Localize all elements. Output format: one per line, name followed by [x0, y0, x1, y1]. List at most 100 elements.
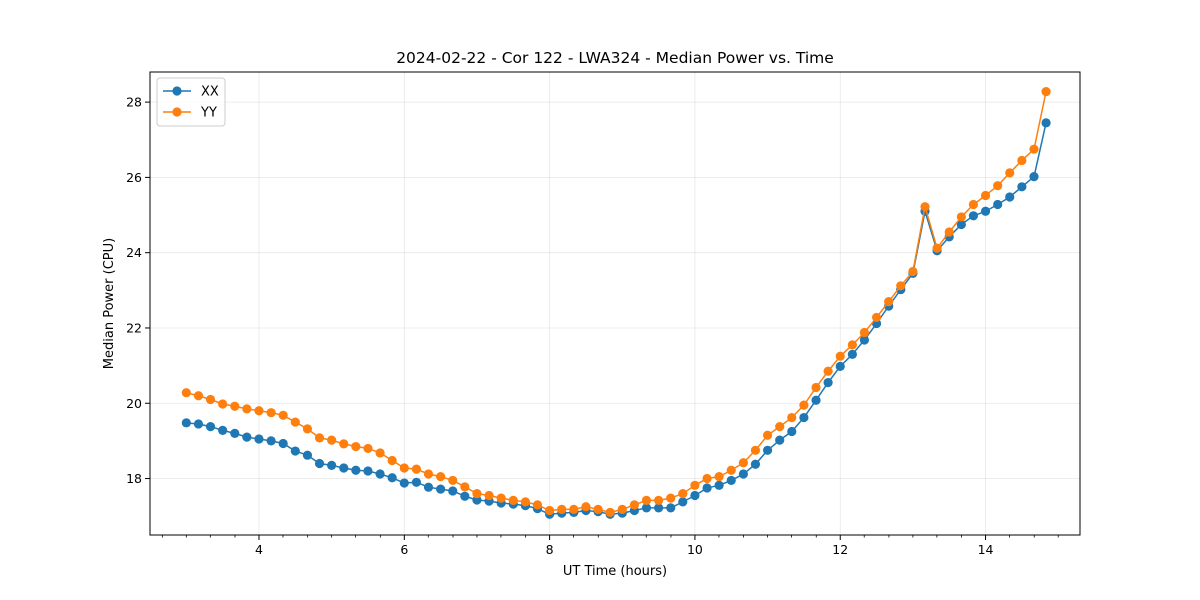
data-point-xx — [726, 475, 736, 486]
x-tick-label: 4 — [255, 542, 263, 557]
data-point-xx — [641, 503, 652, 513]
data-point-yy — [181, 388, 191, 398]
data-point-yy — [278, 410, 288, 420]
data-point-yy — [811, 382, 821, 393]
data-point-yy — [944, 227, 954, 237]
legend-label-xx: XX — [201, 85, 219, 100]
data-point-yy — [484, 490, 494, 501]
data-point-yy — [508, 495, 518, 505]
data-point-xx — [266, 436, 276, 446]
legend-swatch-marker — [172, 107, 182, 117]
data-point-yy — [532, 500, 543, 510]
data-point-xx — [702, 483, 712, 493]
data-point-xx — [302, 450, 313, 460]
x-tick-label: 6 — [400, 542, 408, 557]
data-point-yy — [351, 441, 361, 452]
data-point-yy — [835, 351, 845, 361]
data-point-xx — [653, 503, 664, 513]
data-point-xx — [762, 445, 773, 455]
data-point-xx — [859, 335, 870, 345]
data-point-yy — [653, 495, 664, 505]
data-point-xx — [205, 421, 216, 432]
data-point-yy — [496, 493, 506, 503]
data-point-yy — [690, 480, 700, 490]
data-point-xx — [835, 361, 845, 371]
data-point-yy — [714, 472, 724, 482]
chart-title: 2024-02-22 - Cor 122 - LWA324 - Median P… — [396, 49, 834, 67]
data-point-yy — [290, 417, 300, 427]
legend-swatch-marker — [172, 86, 182, 96]
y-tick-label: 24 — [126, 245, 142, 260]
data-point-yy — [738, 458, 748, 468]
data-point-yy — [871, 312, 882, 323]
legend-label-yy: YY — [200, 106, 217, 121]
grid — [150, 72, 1080, 535]
data-point-yy — [920, 202, 930, 212]
data-point-yy — [387, 455, 397, 466]
x-axis: 4 6 8 10 12 14 — [161, 535, 1059, 557]
x-tick-label: 8 — [546, 542, 554, 557]
data-point-yy — [932, 243, 942, 253]
data-point-xx — [314, 458, 325, 469]
data-point-xx — [327, 460, 337, 470]
data-point-xx — [787, 426, 797, 437]
data-point-yy — [218, 399, 228, 409]
data-point-xx — [980, 206, 991, 216]
data-point-xx — [448, 486, 458, 496]
data-point-yy — [896, 281, 906, 291]
data-point-yy — [423, 469, 434, 479]
data-point-xx — [399, 478, 409, 488]
data-point-xx — [1005, 192, 1015, 202]
data-point-yy — [436, 472, 446, 482]
x-tick-label: 10 — [687, 542, 703, 557]
data-point-xx — [278, 438, 288, 449]
data-point-yy — [993, 181, 1003, 191]
data-point-yy — [363, 443, 373, 454]
data-point-yy — [545, 505, 555, 516]
data-point-yy — [617, 504, 627, 515]
data-point-yy — [448, 475, 458, 486]
data-point-yy — [314, 433, 325, 443]
y-tick-label: 18 — [126, 471, 142, 486]
data-point-yy — [375, 448, 385, 458]
data-point-yy — [302, 424, 313, 434]
data-point-yy — [726, 465, 736, 475]
y-axis-label: Median Power (CPU) — [102, 238, 117, 369]
data-point-yy — [266, 408, 276, 418]
data-point-xx — [738, 469, 748, 479]
data-point-xx — [218, 425, 228, 435]
plot-area — [181, 86, 1051, 519]
data-point-xx — [690, 490, 700, 501]
data-point-xx — [242, 432, 252, 442]
data-point-yy — [460, 482, 470, 492]
data-point-xx — [423, 482, 434, 492]
y-tick-label: 28 — [126, 95, 142, 110]
data-point-yy — [569, 504, 579, 515]
data-point-yy — [775, 421, 785, 432]
data-point-yy — [956, 212, 966, 222]
series-layer — [181, 86, 1051, 519]
data-point-yy — [557, 504, 567, 515]
legend: XX YY — [156, 77, 226, 127]
data-point-xx — [847, 349, 857, 359]
data-point-xx — [472, 495, 482, 505]
data-point-yy — [1005, 168, 1015, 178]
data-point-yy — [520, 497, 531, 507]
data-point-yy — [787, 412, 797, 423]
data-point-yy — [581, 502, 591, 512]
data-point-yy — [799, 400, 809, 410]
data-point-xx — [823, 377, 833, 388]
data-point-yy — [399, 463, 409, 473]
data-point-xx — [230, 428, 240, 438]
data-point-yy — [230, 401, 240, 411]
data-point-yy — [859, 327, 870, 338]
data-point-yy — [629, 500, 639, 510]
data-point-xx — [1029, 172, 1039, 182]
data-point-yy — [254, 406, 264, 416]
data-point-xx — [375, 469, 385, 479]
series-yy — [181, 86, 1051, 518]
data-point-yy — [968, 199, 979, 210]
data-point-xx — [956, 219, 966, 230]
data-point-xx — [460, 491, 470, 501]
